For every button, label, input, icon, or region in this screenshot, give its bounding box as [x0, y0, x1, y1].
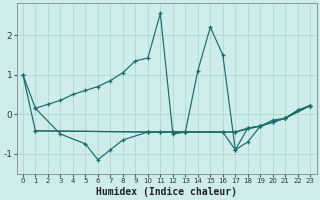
X-axis label: Humidex (Indice chaleur): Humidex (Indice chaleur) [96, 186, 237, 197]
